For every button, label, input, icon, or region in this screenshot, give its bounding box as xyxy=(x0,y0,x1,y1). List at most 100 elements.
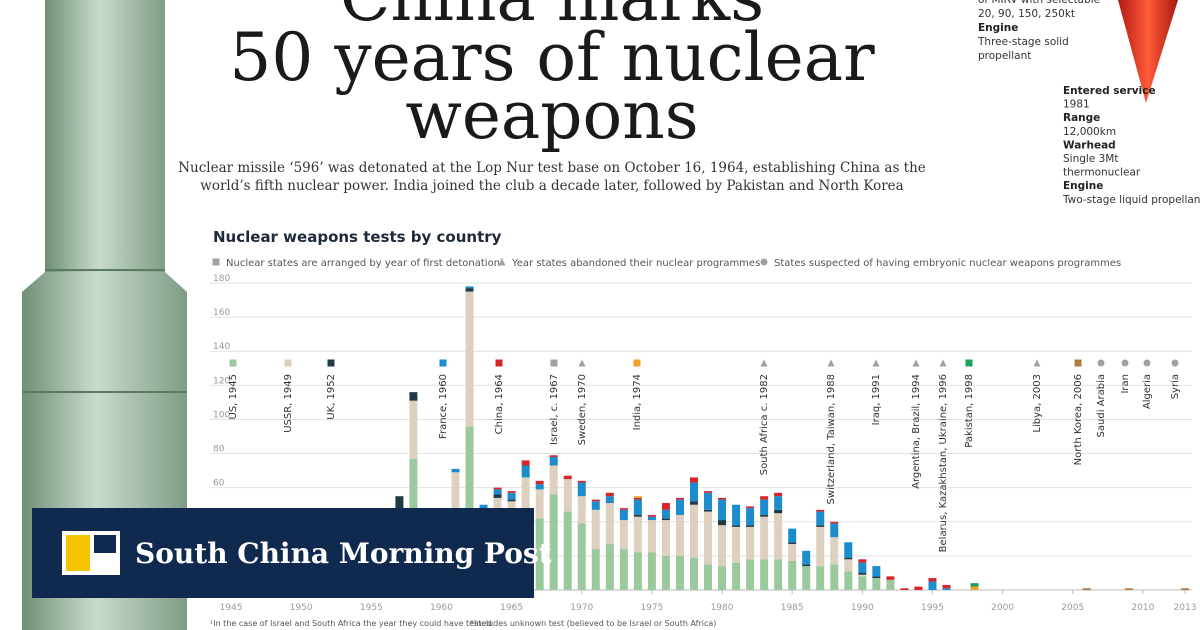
legend-marker xyxy=(284,359,292,367)
spec-line: 12,000km xyxy=(1063,126,1116,138)
annotation: Pakistan, 1998 xyxy=(964,374,975,448)
bar-segment xyxy=(928,578,937,582)
bar-segment xyxy=(549,494,558,590)
bar-segment xyxy=(802,550,811,565)
annotation: Sweden, 1970 xyxy=(577,374,588,445)
bar-segment xyxy=(493,489,502,495)
legend-marker xyxy=(439,359,447,367)
bar-segment xyxy=(409,392,418,401)
legend: Nuclear states are arranged by year of f… xyxy=(212,258,1121,269)
bar-segment xyxy=(451,468,460,473)
bar-segment xyxy=(591,499,600,502)
legend-marker xyxy=(1143,359,1151,367)
bar-segment xyxy=(886,576,895,580)
annotation: Argentina, Brazil, 1994 xyxy=(911,374,922,489)
bar-segment xyxy=(760,514,769,517)
bar-segment xyxy=(942,588,951,590)
annotation: Libya, 2003 xyxy=(1032,374,1043,433)
x-tick-label: 2000 xyxy=(991,603,1014,613)
bar-segment xyxy=(647,516,656,521)
annotation: Iran xyxy=(1120,374,1131,394)
title-line: 50 years of nuclear xyxy=(229,19,875,96)
bar-segment xyxy=(493,494,502,498)
bar-segment xyxy=(619,509,628,521)
x-tick-label: 2010 xyxy=(1131,603,1154,613)
bar-segment xyxy=(507,499,516,502)
bar-segment xyxy=(816,566,825,590)
bar-segment xyxy=(858,574,867,577)
bar-segment xyxy=(970,583,979,587)
bar-segment xyxy=(830,523,839,538)
bar-segment xyxy=(746,525,755,527)
bar-segment xyxy=(661,520,670,556)
bar-segment xyxy=(535,480,544,485)
bar-segment xyxy=(521,477,530,509)
bar-segment xyxy=(465,288,474,292)
bar-segment xyxy=(858,576,867,590)
bar-segment xyxy=(605,492,614,497)
bar-segment xyxy=(732,525,741,527)
bar-segment xyxy=(718,497,727,500)
bar-segment xyxy=(816,525,825,527)
bar-segment xyxy=(746,506,755,509)
legend-marker xyxy=(1121,359,1129,367)
legend-label: Year states abandoned their nuclear prog… xyxy=(511,258,760,269)
logo-text: South China Morning Post xyxy=(135,537,552,570)
bar-segment xyxy=(619,549,628,590)
bar-segment xyxy=(661,518,670,521)
bar-segment xyxy=(689,504,698,558)
legend-marker xyxy=(327,359,335,367)
spec-line: Two-stage liquid propellant xyxy=(1062,194,1200,206)
legend-marker xyxy=(872,359,880,367)
bar-segment xyxy=(563,511,572,590)
bar-segment xyxy=(718,566,727,590)
legend-marker xyxy=(1171,359,1179,367)
bar-segment xyxy=(591,501,600,510)
bar-segment xyxy=(521,465,530,478)
bar-segment xyxy=(746,559,755,590)
spec-line: Engine xyxy=(978,22,1018,34)
legend-marker xyxy=(760,258,768,266)
bar-segment xyxy=(689,477,698,483)
bar-segment xyxy=(802,566,811,590)
annotation: Israel, c. 1967 xyxy=(549,374,560,445)
bar-segment xyxy=(563,475,572,480)
bar-segment xyxy=(633,497,642,500)
x-tick-label: 1970 xyxy=(570,603,593,613)
x-tick-label: 2013 xyxy=(1174,603,1197,613)
spec-line: thermonuclear xyxy=(1063,167,1141,179)
missile-specs: of MIRV with selectable 20, 90, 150, 250k… xyxy=(977,0,1100,62)
y-tick-label: 120 xyxy=(213,376,230,386)
bar-segment xyxy=(633,514,642,517)
legend-marker xyxy=(939,359,947,367)
warhead-illustration xyxy=(1118,0,1178,103)
bar-segment xyxy=(732,526,741,563)
legend-marker xyxy=(229,359,237,367)
x-tick-label: 1990 xyxy=(851,603,874,613)
bar-segment xyxy=(872,566,881,577)
annotation: Switzerland, Taiwan, 1988 xyxy=(826,374,837,505)
logo: South China Morning Post xyxy=(32,508,552,598)
subtitle-line: Nuclear missile ‘596’ was detonated at t… xyxy=(178,160,926,176)
bar-segment xyxy=(914,586,923,590)
bar-segment xyxy=(661,503,670,510)
bar-segment xyxy=(816,526,825,567)
bar-segment xyxy=(760,516,769,560)
legend-label: States suspected of having embryonic nuc… xyxy=(774,258,1121,269)
annotation: USSR, 1949 xyxy=(283,374,294,433)
bar-segment xyxy=(788,542,797,544)
bar-segment xyxy=(647,552,656,590)
legend-marker xyxy=(760,359,768,367)
bar-segment xyxy=(395,496,404,509)
annotation: North Korea, 2006 xyxy=(1073,374,1084,465)
x-tick-label: 1965 xyxy=(500,603,523,613)
x-tick-label: 1995 xyxy=(921,603,944,613)
bar-segment xyxy=(704,511,713,565)
spec-line: Range xyxy=(1063,112,1100,124)
footnote: ¹In the case of Israel and South Africa … xyxy=(210,619,491,628)
bar-segment xyxy=(549,456,558,466)
bar-segment xyxy=(844,542,853,558)
spec-line: of MIRV with selectable xyxy=(978,0,1100,6)
x-tick-label: 1975 xyxy=(640,603,663,613)
